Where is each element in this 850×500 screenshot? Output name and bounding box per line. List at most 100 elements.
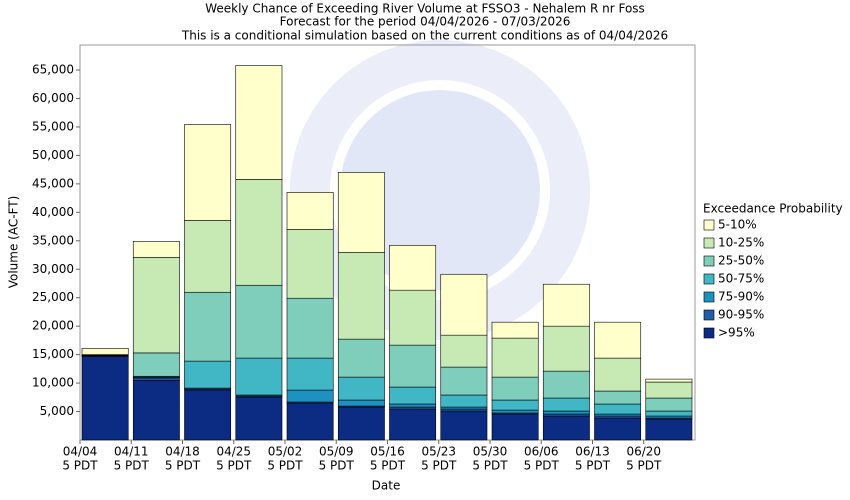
legend-swatch [703,237,715,249]
chart-subtitle: Forecast for the period 04/04/2026 - 07/… [280,15,571,29]
y-tick-label: 50,000 [32,148,74,162]
legend-label: 50-75% [718,272,764,286]
x-tick-sublabel: 5 PDT [472,459,508,473]
bar-segment [235,284,283,359]
bar-segment [491,376,539,401]
bar-segment [645,378,693,383]
bar-segment [491,321,539,339]
bar-segment [337,406,385,441]
bar-segment [542,370,590,399]
x-tick-label: 04/25 [216,445,251,459]
bar-segment [594,417,642,441]
plot-area [79,44,696,441]
x-tick-sublabel: 5 PDT [524,459,560,473]
x-tick-sublabel: 5 PDT [421,459,457,473]
y-tick-label: 30,000 [32,262,74,276]
legend-swatch [703,291,715,303]
bar-segment [337,399,385,407]
bar-segment [286,402,334,441]
x-tick-label: 05/09 [319,445,354,459]
x-tick-sublabel: 5 PDT [370,459,406,473]
bar-segment [286,228,334,299]
bar-segment [184,360,232,389]
bar-segment [184,220,232,293]
x-tick-label: 06/13 [575,445,610,459]
bar-segment [337,376,385,401]
legend-swatch [703,327,715,339]
legend-swatch [703,255,715,267]
x-axis-label: Date [372,479,401,493]
bar-segment [286,389,334,403]
bar-segment [389,403,437,408]
bar-segment [542,410,590,415]
x-tick-sublabel: 5 PDT [165,459,201,473]
legend-label: >95% [718,326,755,340]
y-tick-label: 55,000 [32,119,74,133]
legend-swatch [703,309,715,321]
bar-segment [440,394,488,408]
y-axis-label: Volume (AC-FT) [7,196,21,289]
bar-segment [81,348,129,355]
legend-label: 25-50% [718,254,764,268]
bar-segment [337,251,385,340]
legend-swatch [703,273,715,285]
bar-segment [440,273,488,336]
x-tick-label: 05/30 [473,445,508,459]
bar-segment [542,415,590,441]
x-tick-label: 04/04 [63,445,98,459]
bar-segment [81,356,129,441]
y-tick-label: 10,000 [32,376,74,390]
bar-segment [645,397,693,412]
y-tick-label: 5,000 [40,404,74,418]
y-tick-label: 15,000 [32,347,74,361]
x-tick-label: 06/20 [626,445,661,459]
y-tick-label: 25,000 [32,290,74,304]
bar-segment [542,325,590,372]
bar-segment [440,366,488,396]
bar-segment [389,408,437,441]
bar-segment [645,410,693,417]
x-tick-sublabel: 5 PDT [319,459,355,473]
legend-title: Exceedance Probability [703,202,843,216]
x-tick-sublabel: 5 PDT [216,459,252,473]
bar-segment [491,413,539,441]
bar-segment [389,244,437,291]
legend-swatch [703,219,715,231]
bar-segment [235,357,283,396]
legend-label: 10-25% [718,236,764,250]
y-tick-label: 60,000 [32,91,74,105]
bar-segment [491,409,539,414]
x-tick-sublabel: 5 PDT [114,459,150,473]
bar-segment [491,399,539,411]
x-tick-label: 05/23 [421,445,456,459]
chart-subtitle: This is a conditional simulation based o… [181,29,668,43]
bar-segment [132,377,180,381]
x-tick-sublabel: 5 PDT [575,459,611,473]
bar-segment [235,396,283,441]
bar-segment [440,334,488,368]
bar-segment [594,390,642,405]
legend-label: 90-95% [718,308,764,322]
bar-segment [542,397,590,412]
bar-segment [440,410,488,441]
y-tick-label: 40,000 [32,205,74,219]
bar-segment [645,381,693,399]
x-tick-sublabel: 5 PDT [62,459,98,473]
bar-segment [286,357,334,391]
x-tick-sublabel: 5 PDT [626,459,662,473]
bar-segment [594,403,642,415]
bar-segment [337,172,385,253]
bar-segment [286,192,334,230]
bar-segment [337,338,385,378]
bar-segment [389,289,437,346]
bar-segment [184,389,232,441]
bar-segment [542,283,590,327]
legend-label: 5-10% [718,218,757,232]
x-tick-label: 06/06 [524,445,559,459]
x-tick-label: 05/02 [268,445,303,459]
bar-segment [389,344,437,388]
bar-segment [491,337,539,378]
x-tick-sublabel: 5 PDT [267,459,303,473]
bar-segment [645,418,693,441]
